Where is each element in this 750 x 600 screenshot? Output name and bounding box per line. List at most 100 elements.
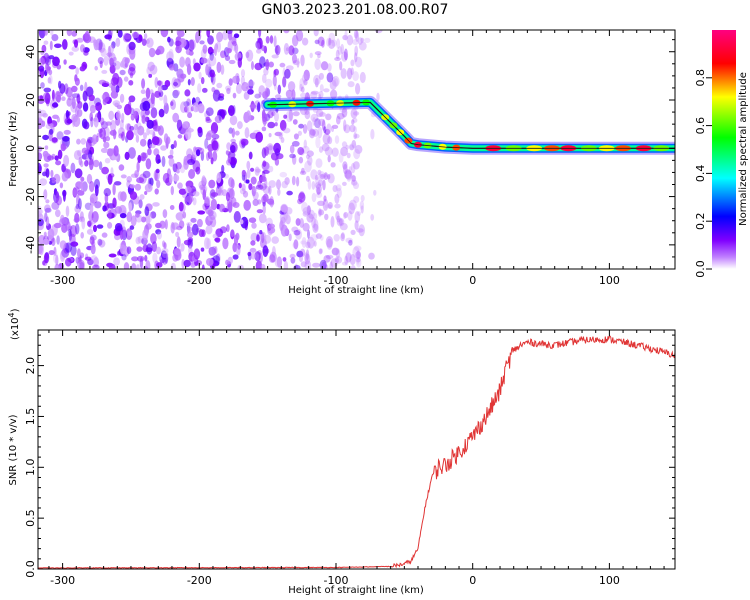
spectrogram-speckle	[188, 169, 196, 179]
spectrogram-speckle	[208, 55, 217, 67]
spectrogram-speckle	[225, 192, 230, 202]
spectrogram-speckle	[292, 111, 300, 117]
spectrogram-speckle	[130, 173, 138, 178]
spectrogram-x-ticks: -300 -200 -100 0 100	[48, 30, 665, 287]
spectrogram-speckle	[186, 195, 194, 203]
spectrogram-speckle	[343, 212, 347, 220]
spectrogram-speckle	[38, 57, 46, 67]
spectrogram-speckle	[233, 33, 240, 39]
spectrogram-speckle	[129, 225, 135, 230]
spectrogram-y-ticks: -40 -20 0 20 40	[24, 39, 675, 258]
spectrogram-speckle	[216, 61, 222, 74]
spectrogram-speckle	[216, 172, 222, 184]
spectrogram-speckle	[47, 155, 54, 161]
spectrogram-speckle	[142, 170, 151, 179]
spectrogram-speckle	[45, 98, 50, 107]
spectrogram-speckle	[128, 95, 136, 103]
spectrogram-speckle	[134, 183, 142, 191]
spectrogram-speckle	[241, 183, 246, 192]
spectrogram-speckle	[349, 199, 357, 211]
spectrogram-speckle	[154, 170, 158, 182]
spectrogram-speckle	[210, 192, 218, 197]
spectrogram-speckle	[145, 158, 152, 170]
spectrogram-speckle	[51, 89, 55, 102]
spectrogram-speckle	[144, 191, 148, 195]
spectrogram-speckle	[118, 133, 123, 139]
spectrogram-speckle	[336, 112, 345, 120]
spectrogram-speckle	[136, 161, 140, 173]
spectrogram-speckle	[187, 112, 193, 119]
spectrogram-speckle	[268, 185, 272, 195]
spectrogram-speckle	[233, 211, 241, 223]
spectrogram-speckle	[353, 148, 361, 160]
spectrogram-speckle	[156, 262, 163, 268]
spectrogram-speckle	[272, 74, 277, 87]
spectrogram-speckle	[75, 67, 79, 75]
spectrogram-speckle	[297, 130, 302, 136]
spectrogram-speckle	[280, 224, 288, 237]
y-tick-label: -40	[24, 236, 37, 254]
spectrogram-speckle	[204, 138, 209, 149]
spectrogram-speckle	[176, 225, 183, 231]
spectrogram-speckle	[259, 230, 263, 235]
spectrogram-speckle	[112, 183, 116, 196]
spectrogram-speckle	[346, 67, 353, 80]
spectrogram-speckle	[214, 115, 223, 124]
spectrogram-speckle	[161, 247, 169, 254]
spectrogram-speckle	[183, 259, 191, 268]
spectrogram-speckle	[41, 44, 47, 53]
spectrogram-speckle	[322, 179, 326, 191]
spectrogram-speckle	[152, 202, 160, 207]
spectrogram-speckle	[271, 246, 276, 258]
spectrogram-speckle	[110, 167, 114, 176]
spectrogram-speckle	[256, 48, 262, 54]
spectrogram-speckle	[54, 264, 60, 269]
spectrogram-speckle	[176, 236, 181, 248]
spectrogram-speckle	[301, 201, 308, 213]
spectrogram-speckle	[68, 65, 77, 70]
spectrogram-speckle	[120, 244, 126, 255]
spectrogram-speckle	[131, 31, 140, 39]
spectrogram-speckle	[329, 261, 333, 269]
spectrogram-speckle	[204, 196, 211, 207]
spectrogram-speckle	[322, 198, 329, 211]
snr-multiplier-base: (x10	[10, 317, 21, 340]
spectrogram-speckle	[318, 118, 325, 127]
spectrogram-speckle	[213, 44, 218, 57]
spectrogram-speckle	[63, 59, 67, 65]
spectrogram-speckle	[102, 136, 107, 143]
spectrogram-speckle	[164, 80, 171, 87]
spectrogram-speckle	[311, 216, 316, 229]
spectrogram-speckle	[144, 206, 150, 217]
spectrogram-speckle	[97, 238, 103, 246]
spectrogram-speckle	[206, 238, 212, 250]
spectrogram-speckle	[312, 262, 321, 268]
spectrogram-speckle	[61, 96, 66, 101]
spectrogram-speckle	[308, 128, 316, 139]
spectrogram-speckle	[249, 247, 257, 253]
spectrogram-speckle	[90, 217, 97, 225]
spectrogram-speckle	[250, 167, 255, 172]
spectrogram-speckle	[281, 180, 289, 189]
spectrogram-speckle	[110, 90, 119, 99]
spectrogram-speckle	[303, 69, 310, 82]
spectrogram-speckle	[257, 102, 261, 113]
spectrogram-speckle	[168, 38, 174, 47]
spectrogram-speckle	[303, 139, 307, 149]
spectrogram-speckle	[350, 108, 358, 119]
spectrogram-speckle	[163, 94, 168, 106]
spectrogram-speckle	[299, 255, 303, 262]
snr-marks	[38, 335, 675, 569]
spectrogram-speckle	[100, 47, 107, 58]
spectrogram-speckle	[75, 80, 80, 85]
spectrogram-speckle	[66, 118, 73, 124]
spectrogram-speckle	[76, 109, 83, 117]
spectrogram-speckle	[354, 56, 363, 68]
spectrogram-speckle	[142, 229, 149, 241]
spectrogram-speckle	[60, 143, 66, 152]
spectrogram-speckle	[43, 87, 52, 93]
spectrogram-speckle	[317, 36, 325, 47]
spectrogram-speckle	[313, 30, 319, 37]
spectrogram-speckle	[53, 222, 62, 229]
spectrogram-speckle	[212, 151, 218, 162]
